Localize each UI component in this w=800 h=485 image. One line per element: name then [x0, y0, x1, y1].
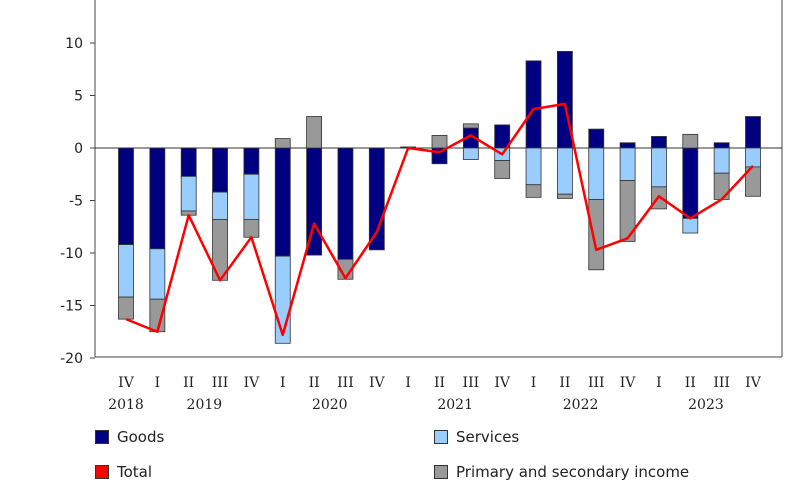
bar-goods	[713, 142, 730, 149]
bar-services	[745, 147, 761, 168]
legend-item-services: Services	[434, 428, 519, 446]
y-tick-label: -10	[60, 246, 83, 262]
x-tick-label: III	[588, 375, 605, 391]
bar-services	[243, 173, 260, 220]
year-label: 2023	[688, 397, 724, 413]
bar-services	[525, 147, 542, 186]
x-tick-label: IV	[118, 375, 135, 391]
legend-swatch-services	[434, 430, 448, 444]
bar-primary-and-secondary-income	[243, 218, 260, 238]
bar-goods	[651, 136, 667, 149]
bar-goods	[745, 116, 761, 149]
bar-services	[682, 217, 699, 234]
x-tick-label: II	[434, 375, 445, 391]
x-tick-label: II	[559, 375, 570, 391]
bar-goods	[149, 147, 166, 250]
bar-primary-and-secondary-income	[588, 199, 605, 271]
x-tick-label: IV	[745, 375, 762, 391]
x-tick-label: II	[685, 375, 696, 391]
x-tick-label: III	[463, 375, 480, 391]
bar-services	[588, 147, 605, 200]
bar-services	[149, 248, 166, 300]
bar-goods	[525, 60, 542, 149]
bar-primary-and-secondary-income	[274, 138, 291, 149]
x-tick-label: II	[183, 375, 194, 391]
bar-services	[212, 191, 228, 220]
x-tick-label: IV	[620, 375, 637, 391]
year-label: 2020	[312, 397, 348, 413]
x-tick-label: I	[280, 375, 286, 391]
bar-goods	[212, 147, 228, 193]
bar-services	[274, 255, 291, 344]
bar-services	[118, 244, 134, 298]
bar-services	[557, 147, 573, 195]
x-tick-label: IV	[244, 375, 261, 391]
legend-swatch-primary-secondary-income	[434, 465, 448, 479]
bar-services	[713, 147, 730, 174]
bar-goods	[368, 147, 385, 251]
x-tick-label: IV	[494, 375, 511, 391]
bar-primary-and-secondary-income	[462, 123, 479, 129]
bar-services	[180, 175, 197, 212]
y-tick-label: -15	[60, 299, 83, 315]
y-tick-label: -20	[60, 351, 83, 367]
legend-item-goods: Goods	[95, 428, 164, 446]
y-tick-label: 0	[74, 141, 83, 157]
legend-swatch-total	[95, 465, 109, 479]
bar-primary-and-secondary-income	[525, 184, 542, 198]
legend-label-total: Total	[117, 463, 153, 481]
bar-primary-and-secondary-income	[431, 134, 448, 149]
bar-primary-and-secondary-income	[306, 116, 323, 149]
bar-goods	[619, 142, 636, 149]
bar-goods	[494, 124, 511, 149]
bar-services	[619, 147, 636, 181]
x-tick-label: I	[531, 375, 537, 391]
legend-item-primary-secondary-income: Primary and secondary income	[434, 463, 689, 481]
legend-label-primary-secondary-income: Primary and secondary income	[456, 463, 690, 481]
year-label: 2019	[187, 397, 223, 413]
x-tick-label: IV	[369, 375, 386, 391]
bar-goods	[337, 147, 354, 260]
year-label: 2018	[108, 397, 144, 413]
x-tick-label: I	[656, 375, 662, 391]
bar-goods	[180, 147, 197, 177]
legend-label-goods: Goods	[117, 428, 165, 446]
legend-item-total: Total	[95, 463, 152, 481]
total-line	[125, 102, 754, 337]
y-tick-label: -5	[69, 194, 83, 210]
year-label: 2021	[437, 397, 473, 413]
bar-primary-and-secondary-income	[682, 133, 699, 149]
bar-primary-and-secondary-income	[494, 160, 511, 179]
bar-goods	[682, 147, 699, 219]
legend-label-services: Services	[456, 428, 520, 446]
bar-goods	[243, 147, 260, 175]
bar-primary-and-secondary-income	[619, 180, 636, 242]
legend-swatch-goods	[95, 430, 109, 444]
bar-goods	[118, 147, 134, 245]
bar-primary-and-secondary-income	[557, 193, 573, 199]
bar-goods	[274, 147, 291, 257]
y-tick-label: 10	[65, 36, 83, 52]
bar-goods	[588, 128, 605, 149]
bar-primary-and-secondary-income	[118, 296, 134, 320]
x-tick-label: III	[337, 375, 354, 391]
bar-services	[462, 147, 479, 160]
x-tick-label: III	[212, 375, 229, 391]
bar-services	[651, 147, 667, 188]
year-label: 2022	[563, 397, 599, 413]
x-tick-label: III	[713, 375, 730, 391]
y-tick-label: 5	[74, 89, 83, 105]
x-tick-label: I	[405, 375, 411, 391]
x-tick-label: II	[309, 375, 320, 391]
x-tick-label: I	[155, 375, 161, 391]
